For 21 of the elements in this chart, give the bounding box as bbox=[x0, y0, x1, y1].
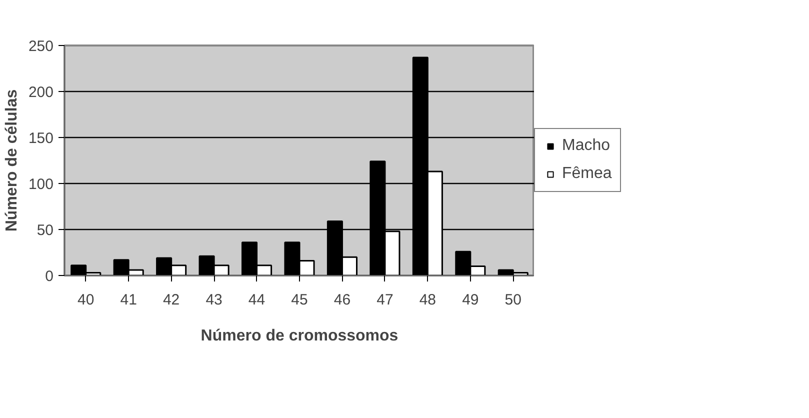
x-tick-label: 48 bbox=[419, 292, 436, 308]
x-tick-label: 45 bbox=[291, 292, 308, 308]
y-tick-label: 200 bbox=[28, 84, 54, 101]
x-tick-label: 40 bbox=[78, 292, 94, 308]
legend-label: Fêmea bbox=[562, 165, 612, 183]
x-tick-label: 47 bbox=[376, 292, 394, 308]
x-tick-label: 49 bbox=[462, 292, 479, 308]
y-tick-label: 50 bbox=[36, 222, 54, 239]
legend-label: Macho bbox=[562, 137, 610, 155]
x-tick-label: 50 bbox=[504, 292, 522, 308]
y-tick-label: 150 bbox=[28, 130, 54, 147]
y-tick-label: 100 bbox=[28, 176, 54, 193]
x-axis-title: Número de cromossomos bbox=[200, 328, 398, 344]
y-tick-label: 0 bbox=[45, 268, 54, 285]
x-tick-label: 44 bbox=[248, 292, 266, 308]
x-tick-label: 46 bbox=[334, 292, 351, 308]
y-axis-title: Número de células bbox=[3, 89, 20, 232]
x-tick-label: 41 bbox=[120, 292, 137, 308]
x-tick-label: 42 bbox=[162, 292, 180, 308]
y-tick-label: 250 bbox=[28, 38, 54, 55]
x-tick-label: 43 bbox=[206, 292, 222, 308]
